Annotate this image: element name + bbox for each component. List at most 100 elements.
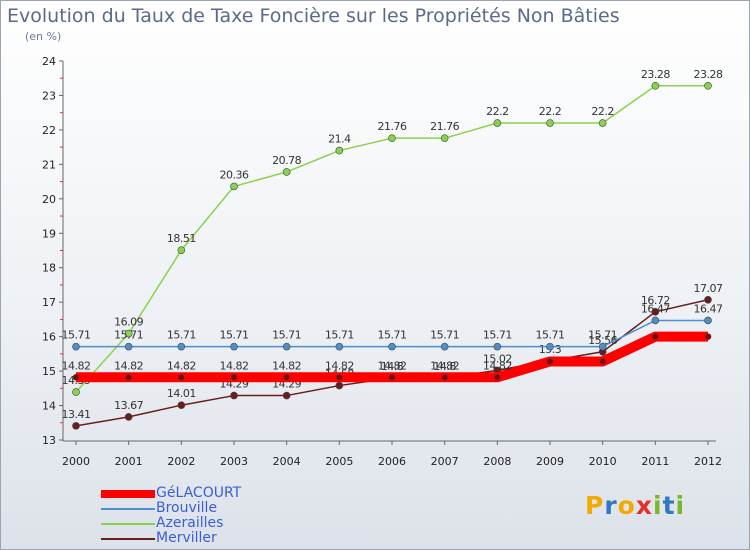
y-tick-label: 20 bbox=[42, 193, 56, 206]
data-point bbox=[125, 373, 132, 381]
data-point bbox=[599, 358, 606, 365]
data-label: 15.71 bbox=[220, 329, 249, 342]
data-label: 14.82 bbox=[167, 359, 196, 372]
y-tick-label: 16 bbox=[42, 331, 56, 344]
data-label: 15.71 bbox=[62, 329, 91, 342]
x-tick-label: 2001 bbox=[115, 455, 143, 468]
logo-letter: i bbox=[653, 491, 663, 520]
data-point bbox=[177, 342, 186, 351]
logo-letter: t bbox=[662, 491, 676, 520]
data-point bbox=[494, 373, 501, 381]
data-label: 15.71 bbox=[167, 329, 196, 342]
data-point bbox=[336, 373, 343, 381]
data-point bbox=[598, 119, 607, 127]
y-tick-label: 22 bbox=[42, 124, 56, 137]
legend-label: Azerailles bbox=[156, 515, 224, 531]
data-label: 14.01 bbox=[167, 387, 196, 400]
data-label: 15.02 bbox=[483, 352, 512, 365]
data-point bbox=[283, 373, 290, 381]
data-label: 14.82 bbox=[325, 359, 354, 372]
data-point bbox=[124, 329, 133, 338]
x-tick-label: 2008 bbox=[483, 455, 511, 468]
data-point bbox=[282, 342, 291, 351]
data-label: 14.82 bbox=[220, 359, 249, 372]
data-point bbox=[546, 342, 554, 351]
data-label: 16.09 bbox=[114, 316, 143, 329]
data-point bbox=[230, 182, 238, 191]
logo-letter: i bbox=[675, 491, 686, 520]
y-tick-label: 18 bbox=[42, 262, 56, 275]
data-point bbox=[651, 82, 660, 90]
data-label: 14.82 bbox=[62, 359, 91, 372]
x-tick-label: 2004 bbox=[273, 455, 301, 468]
legend-swatch bbox=[101, 490, 155, 498]
x-tick-label: 2006 bbox=[378, 455, 406, 468]
legend-label: GéLACOURT bbox=[156, 485, 242, 501]
data-label: 14.82 bbox=[272, 359, 301, 372]
data-point bbox=[493, 119, 502, 127]
data-point bbox=[230, 342, 238, 351]
logo-letter: o bbox=[617, 491, 636, 520]
data-label: 13.41 bbox=[62, 408, 91, 421]
x-tick-label: 2009 bbox=[536, 455, 564, 468]
data-point bbox=[335, 381, 344, 390]
data-label: 15.71 bbox=[325, 329, 354, 342]
data-label: 15.71 bbox=[536, 329, 565, 342]
legend-label: Brouville bbox=[156, 500, 218, 516]
x-tick-label: 2011 bbox=[641, 455, 669, 468]
data-label: 16.47 bbox=[694, 302, 723, 315]
x-tick-label: 2010 bbox=[589, 455, 617, 468]
data-point bbox=[282, 391, 291, 400]
data-label: 20.36 bbox=[220, 168, 249, 181]
y-tick-label: 24 bbox=[42, 55, 56, 68]
y-tick-label: 17 bbox=[42, 296, 56, 309]
data-point bbox=[177, 401, 186, 410]
data-point bbox=[652, 333, 659, 340]
x-tick-label: 2007 bbox=[431, 455, 459, 468]
data-label: 15.71 bbox=[483, 329, 512, 342]
y-tick-label: 23 bbox=[42, 89, 56, 102]
data-point bbox=[598, 342, 607, 351]
data-label: 17.07 bbox=[694, 282, 723, 295]
y-tick-label: 21 bbox=[42, 158, 56, 171]
data-point bbox=[230, 391, 238, 400]
data-point bbox=[335, 342, 344, 351]
data-label: 15.71 bbox=[430, 329, 459, 342]
y-tick-label: 14 bbox=[42, 400, 56, 413]
x-tick-label: 2000 bbox=[62, 455, 90, 468]
data-point bbox=[388, 373, 396, 381]
data-point bbox=[704, 333, 712, 340]
data-label: 14.8 bbox=[381, 360, 404, 373]
data-label: 23.28 bbox=[694, 68, 723, 81]
data-point bbox=[546, 358, 554, 365]
data-point bbox=[441, 373, 448, 381]
data-label: 22.2 bbox=[539, 105, 562, 118]
data-point bbox=[124, 342, 133, 351]
data-point bbox=[704, 295, 712, 304]
x-tick-label: 2005 bbox=[325, 455, 353, 468]
data-point bbox=[440, 342, 449, 351]
logo-letter: x bbox=[635, 491, 653, 520]
data-label: 13.67 bbox=[114, 399, 143, 412]
data-label: 18.51 bbox=[167, 232, 196, 245]
data-point bbox=[124, 413, 133, 421]
data-point bbox=[72, 342, 80, 351]
data-label: 21.76 bbox=[430, 120, 459, 133]
data-point bbox=[440, 134, 449, 142]
data-label: 22.2 bbox=[591, 105, 614, 118]
data-label: 15.71 bbox=[272, 329, 301, 342]
proxiti-logo: Proxiti bbox=[585, 491, 685, 520]
data-point bbox=[388, 342, 396, 351]
data-label: 14.82 bbox=[114, 359, 143, 372]
data-point bbox=[493, 342, 502, 351]
data-label: 15.56 bbox=[588, 334, 617, 347]
x-tick-label: 2002 bbox=[167, 455, 195, 468]
data-point bbox=[230, 373, 238, 381]
legend-swatch bbox=[101, 523, 155, 525]
data-point bbox=[177, 246, 186, 254]
data-point bbox=[335, 146, 344, 155]
data-point bbox=[704, 316, 712, 325]
data-label: 15.71 bbox=[114, 329, 143, 342]
